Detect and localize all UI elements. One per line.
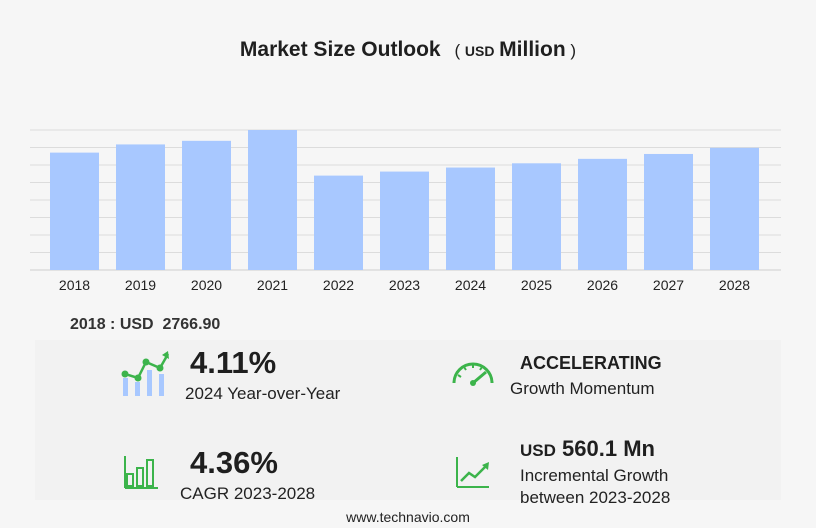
bar-2026 (578, 158, 627, 270)
bar-chart-icon (124, 456, 158, 489)
footer-url: www.technavio.com (346, 509, 470, 525)
x-tick-label: 2028 (719, 277, 750, 293)
x-tick-label: 2019 (125, 277, 156, 293)
bar-2023 (380, 171, 429, 270)
x-tick-label: 2018 (59, 277, 90, 293)
unit-label: ( USD Million ) (454, 38, 577, 61)
bar-2028 (710, 147, 759, 270)
x-tick-label: 2023 (389, 277, 420, 293)
unit-currency: USD (464, 43, 495, 59)
yoy-label: 2024 Year-over-Year (185, 384, 341, 403)
bar-2024 (446, 167, 495, 270)
title-text: Market Size Outlook (239, 38, 441, 61)
bar-chart: 2018 2019 2020 2021 2022 2023 2024 2025 2026 2027… (30, 129, 781, 293)
x-tick-label: 2024 (455, 277, 486, 293)
cagr-value: 4.36% (190, 445, 278, 480)
bar-2020 (182, 140, 231, 270)
momentum-label: Growth Momentum (510, 379, 655, 398)
chart-title: Market Size Outlook ( USD Million ) (0, 38, 816, 62)
cagr-label: CAGR 2023-2028 (180, 484, 316, 503)
incremental-label-2: between 2023-2028 (520, 488, 671, 507)
yoy-value: 4.11% (190, 345, 277, 380)
trend-up-icon (456, 457, 489, 488)
bar-2018 (50, 152, 99, 270)
incremental-label-1: Incremental Growth (520, 466, 669, 485)
x-tick-label: 2022 (323, 277, 354, 293)
bar-2021 (248, 130, 297, 270)
base-year-value: 2018 : USD 2766.90 (70, 316, 221, 333)
bar-2019 (116, 144, 165, 270)
growth-chart-icon (121, 351, 170, 396)
bar-2025 (512, 163, 561, 270)
speedometer-icon (452, 362, 494, 386)
x-tick-label: 2026 (587, 277, 618, 293)
bar-2027 (644, 153, 693, 270)
incremental-value: USD 560.1 Mn (520, 436, 655, 461)
unit-scale: Million (499, 38, 566, 61)
momentum-value: ACCELERATING (520, 353, 662, 373)
x-tick-label: 2020 (191, 277, 222, 293)
x-tick-label: 2025 (521, 277, 552, 293)
x-tick-label: 2021 (257, 277, 288, 293)
bar-2022 (314, 175, 363, 270)
x-tick-label: 2027 (653, 277, 684, 293)
